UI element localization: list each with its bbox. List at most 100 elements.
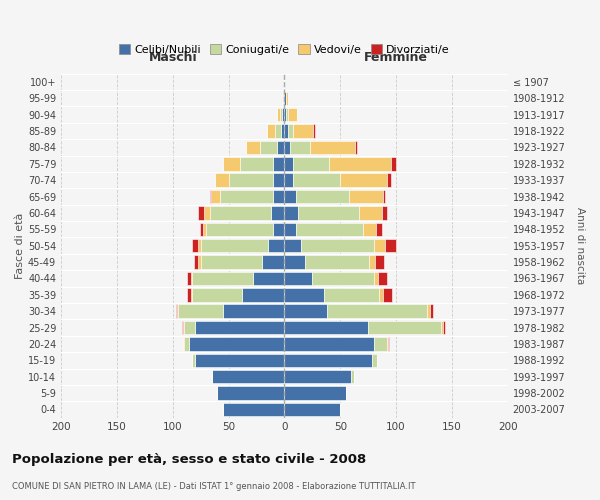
- Bar: [355, 140, 357, 154]
- Bar: [352, 370, 353, 384]
- Bar: [284, 288, 323, 302]
- Bar: [349, 190, 383, 203]
- Bar: [199, 256, 200, 269]
- Bar: [200, 239, 268, 252]
- Bar: [191, 272, 192, 285]
- Bar: [200, 222, 203, 236]
- Bar: [242, 288, 284, 302]
- Bar: [288, 108, 297, 122]
- Bar: [187, 272, 191, 285]
- Bar: [387, 337, 388, 350]
- Bar: [176, 304, 177, 318]
- Bar: [284, 304, 327, 318]
- Bar: [271, 206, 284, 220]
- Bar: [430, 304, 433, 318]
- Bar: [268, 239, 284, 252]
- Bar: [374, 337, 387, 350]
- Bar: [283, 92, 284, 105]
- Bar: [379, 288, 383, 302]
- Bar: [305, 256, 370, 269]
- Bar: [220, 190, 273, 203]
- Bar: [273, 157, 284, 170]
- Bar: [296, 222, 362, 236]
- Bar: [266, 124, 275, 138]
- Bar: [387, 174, 391, 187]
- Bar: [211, 190, 220, 203]
- Y-axis label: Anni di nascita: Anni di nascita: [575, 207, 585, 284]
- Bar: [313, 272, 374, 285]
- Bar: [284, 174, 293, 187]
- Bar: [288, 124, 293, 138]
- Bar: [247, 140, 260, 154]
- Bar: [184, 337, 190, 350]
- Bar: [192, 354, 195, 367]
- Bar: [262, 256, 284, 269]
- Bar: [177, 304, 178, 318]
- Bar: [284, 272, 313, 285]
- Bar: [391, 157, 396, 170]
- Bar: [223, 304, 284, 318]
- Bar: [284, 140, 290, 154]
- Text: Femmine: Femmine: [364, 51, 428, 64]
- Bar: [182, 321, 183, 334]
- Bar: [284, 108, 286, 122]
- Bar: [183, 321, 184, 334]
- Bar: [298, 206, 359, 220]
- Bar: [329, 157, 391, 170]
- Bar: [284, 190, 296, 203]
- Bar: [282, 108, 284, 122]
- Bar: [310, 140, 355, 154]
- Bar: [223, 157, 240, 170]
- Bar: [286, 108, 288, 122]
- Bar: [281, 124, 284, 138]
- Bar: [284, 222, 296, 236]
- Bar: [385, 239, 396, 252]
- Bar: [301, 239, 374, 252]
- Bar: [362, 222, 376, 236]
- Bar: [284, 206, 298, 220]
- Bar: [217, 386, 284, 400]
- Bar: [280, 108, 282, 122]
- Bar: [275, 124, 281, 138]
- Bar: [293, 157, 329, 170]
- Bar: [359, 206, 382, 220]
- Bar: [441, 321, 443, 334]
- Bar: [199, 239, 200, 252]
- Bar: [273, 222, 284, 236]
- Bar: [284, 239, 301, 252]
- Bar: [192, 272, 253, 285]
- Bar: [284, 157, 293, 170]
- Bar: [273, 190, 284, 203]
- Bar: [374, 272, 378, 285]
- Bar: [368, 321, 441, 334]
- Bar: [323, 288, 379, 302]
- Bar: [223, 402, 284, 416]
- Bar: [192, 288, 242, 302]
- Bar: [178, 304, 223, 318]
- Bar: [277, 108, 280, 122]
- Bar: [277, 140, 284, 154]
- Bar: [327, 304, 427, 318]
- Text: Popolazione per età, sesso e stato civile - 2008: Popolazione per età, sesso e stato civil…: [12, 452, 366, 466]
- Bar: [200, 256, 262, 269]
- Bar: [383, 190, 385, 203]
- Bar: [376, 222, 382, 236]
- Bar: [284, 354, 371, 367]
- Bar: [209, 206, 271, 220]
- Bar: [187, 288, 191, 302]
- Bar: [284, 256, 305, 269]
- Bar: [183, 337, 184, 350]
- Bar: [204, 206, 209, 220]
- Bar: [195, 321, 284, 334]
- Bar: [260, 140, 277, 154]
- Text: COMUNE DI SAN PIETRO IN LAMA (LE) - Dati ISTAT 1° gennaio 2008 - Elaborazione TU: COMUNE DI SAN PIETRO IN LAMA (LE) - Dati…: [12, 482, 415, 491]
- Bar: [290, 140, 310, 154]
- Bar: [284, 337, 374, 350]
- Bar: [375, 256, 384, 269]
- Bar: [284, 321, 368, 334]
- Bar: [427, 304, 430, 318]
- Legend: Celibi/Nubili, Coniugati/e, Vedovi/e, Divorziati/e: Celibi/Nubili, Coniugati/e, Vedovi/e, Di…: [115, 40, 454, 60]
- Bar: [212, 370, 284, 384]
- Bar: [229, 174, 273, 187]
- Bar: [374, 239, 385, 252]
